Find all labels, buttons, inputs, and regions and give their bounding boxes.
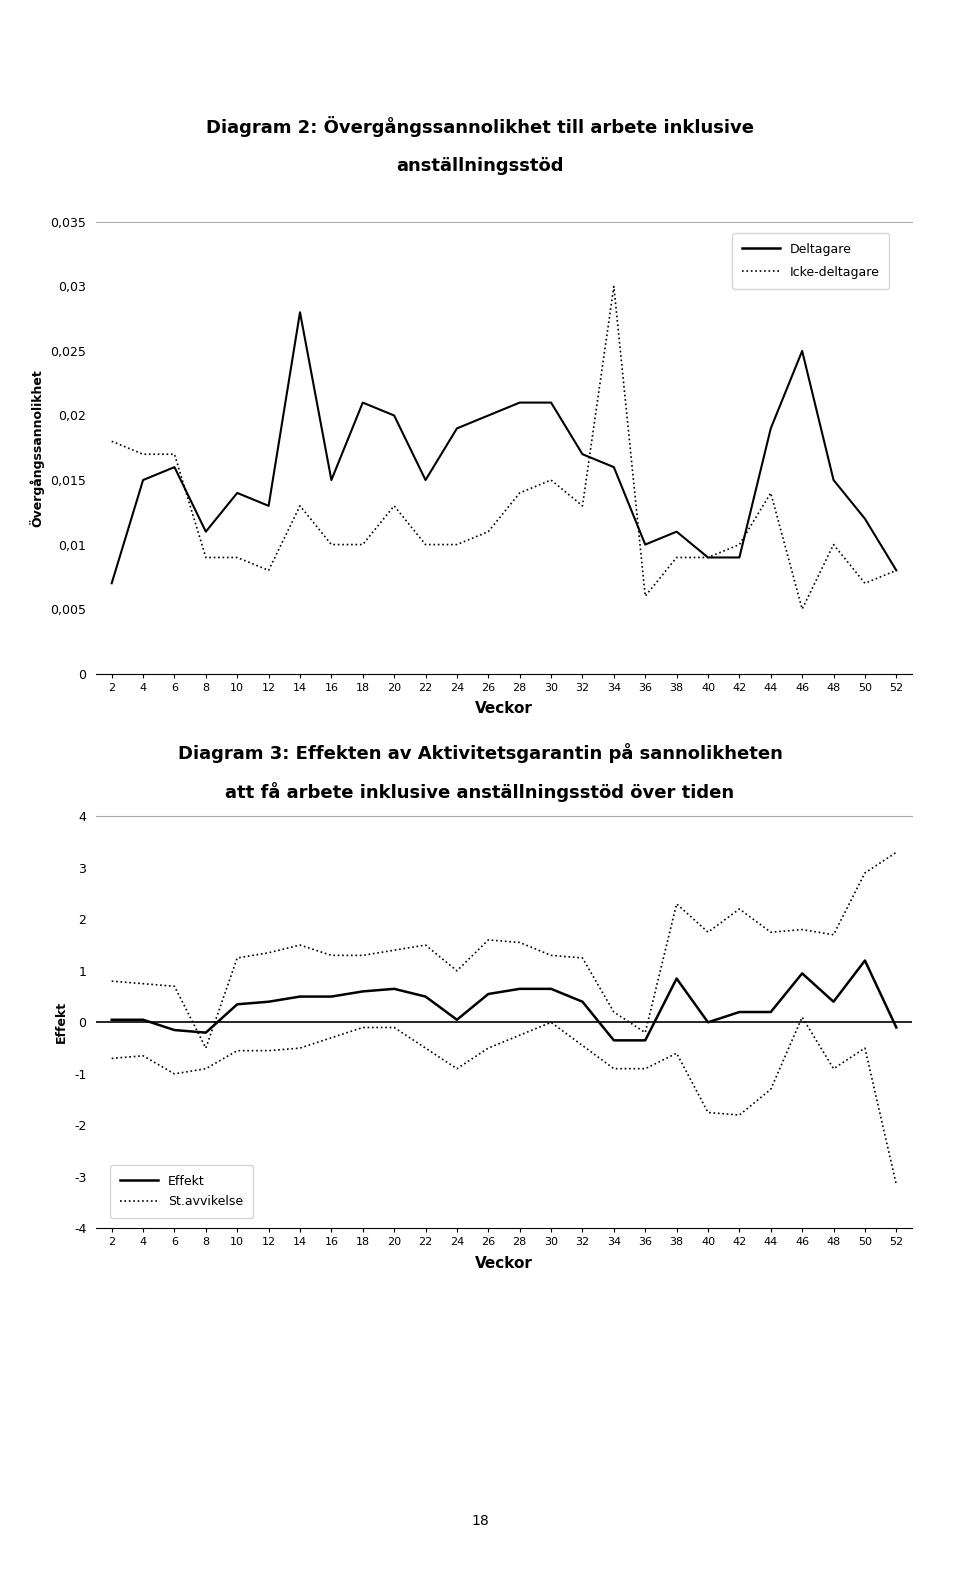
Text: 18: 18 [471,1514,489,1528]
X-axis label: Veckor: Veckor [475,701,533,716]
X-axis label: Veckor: Veckor [475,1255,533,1271]
Text: anställningsstöd: anställningsstöd [396,157,564,176]
Y-axis label: Övergångssannolikhet: Övergångssannolikhet [30,369,45,526]
Text: Diagram 3: Effekten av Aktivitetsgarantin på sannolikheten: Diagram 3: Effekten av Aktivitetsgaranti… [178,743,782,762]
Legend: Effekt, St.avvikelse: Effekt, St.avvikelse [110,1165,253,1217]
Text: Diagram 2: Övergångssannolikhet till arbete inklusive: Diagram 2: Övergångssannolikhet till arb… [206,116,754,138]
Y-axis label: Effekt: Effekt [56,1002,68,1043]
Legend: Deltagare, Icke-deltagare: Deltagare, Icke-deltagare [732,233,889,288]
Text: att få arbete inklusive anställningsstöd över tiden: att få arbete inklusive anställningsstöd… [226,783,734,802]
